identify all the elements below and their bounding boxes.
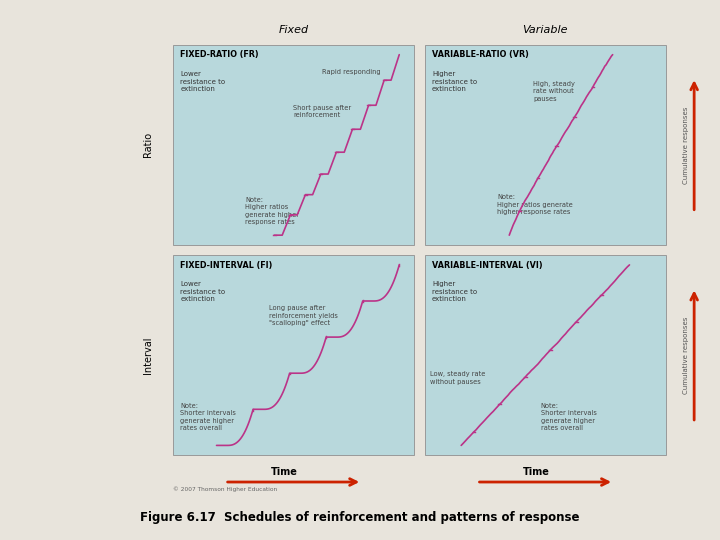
Text: Note:
Shorter intervals
generate higher
rates overall: Note: Shorter intervals generate higher … bbox=[541, 403, 596, 431]
Text: Cumulative responses: Cumulative responses bbox=[683, 316, 688, 394]
Bar bbox=[425, 255, 665, 455]
Text: Time: Time bbox=[271, 467, 297, 477]
Text: Low, steady rate
without pauses: Low, steady rate without pauses bbox=[430, 371, 485, 384]
Text: Short pause after
reinforcement: Short pause after reinforcement bbox=[294, 105, 351, 118]
Text: Note:
Higher ratios
generate higher
response rates: Note: Higher ratios generate higher resp… bbox=[246, 197, 300, 225]
Text: Variable: Variable bbox=[523, 25, 568, 35]
Text: Note:
Shorter intervals
generate higher
rates overall: Note: Shorter intervals generate higher … bbox=[181, 403, 236, 431]
Text: Long pause after
reinforcement yields
"scalloping" effect: Long pause after reinforcement yields "s… bbox=[269, 305, 338, 326]
Text: Fixed: Fixed bbox=[279, 25, 309, 35]
Text: VARIABLE-RATIO (VR): VARIABLE-RATIO (VR) bbox=[432, 50, 529, 59]
Text: Higher
resistance to
extinction: Higher resistance to extinction bbox=[432, 281, 477, 302]
Text: © 2007 Thomson Higher Education: © 2007 Thomson Higher Education bbox=[174, 486, 277, 492]
Text: Figure 6.17  Schedules of reinforcement and patterns of response: Figure 6.17 Schedules of reinforcement a… bbox=[140, 511, 580, 524]
Text: Higher
resistance to
extinction: Higher resistance to extinction bbox=[432, 71, 477, 92]
Text: High, steady
rate without
pauses: High, steady rate without pauses bbox=[534, 81, 575, 102]
Text: Cumulative responses: Cumulative responses bbox=[683, 106, 688, 184]
Text: Rapid responding: Rapid responding bbox=[323, 69, 381, 75]
Bar bbox=[425, 45, 665, 245]
Text: Ratio: Ratio bbox=[143, 132, 153, 158]
Text: FIXED-RATIO (FR): FIXED-RATIO (FR) bbox=[180, 50, 258, 59]
Bar bbox=[174, 45, 414, 245]
Text: Interval: Interval bbox=[143, 336, 153, 374]
Text: Note:
Higher ratios generate
higher response rates: Note: Higher ratios generate higher resp… bbox=[498, 194, 573, 215]
Text: Lower
resistance to
extinction: Lower resistance to extinction bbox=[180, 281, 225, 302]
Text: FIXED-INTERVAL (FI): FIXED-INTERVAL (FI) bbox=[180, 261, 272, 269]
Text: VARIABLE-INTERVAL (VI): VARIABLE-INTERVAL (VI) bbox=[432, 261, 543, 269]
Text: Lower
resistance to
extinction: Lower resistance to extinction bbox=[180, 71, 225, 92]
Text: Time: Time bbox=[523, 467, 549, 477]
Bar bbox=[174, 255, 414, 455]
